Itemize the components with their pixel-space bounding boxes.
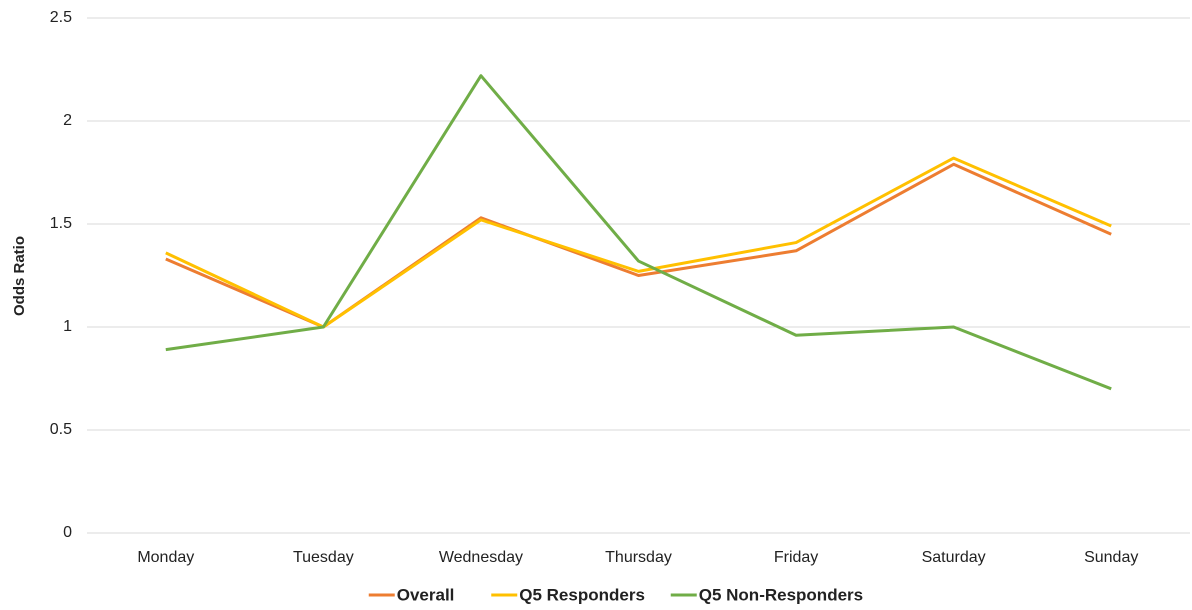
x-tick-label: Sunday: [1084, 549, 1138, 566]
x-tick-label: Thursday: [605, 549, 672, 566]
y-tick-label: 2.5: [50, 9, 72, 26]
x-tick-label: Tuesday: [293, 549, 354, 566]
legend-label: Q5 Responders: [519, 585, 645, 604]
line-series: [165, 74, 1112, 391]
x-tick-label: Wednesday: [439, 549, 523, 566]
y-axis-label: Odds Ratio: [11, 236, 28, 316]
legend-label: Overall: [397, 585, 455, 604]
x-tick-label: Saturday: [922, 549, 986, 566]
y-tick-label: 2: [63, 112, 72, 129]
line-series: [165, 156, 1112, 329]
x-tick-label: Friday: [774, 549, 818, 566]
y-tick-label: 1.5: [50, 215, 72, 232]
x-tick-label: Monday: [137, 549, 194, 566]
legend-label: Q5 Non-Responders: [699, 585, 863, 604]
line-series: [165, 162, 1112, 329]
y-tick-label: 0.5: [50, 421, 72, 438]
y-tick-label: 0: [63, 524, 72, 541]
y-tick-label: 1: [63, 318, 72, 335]
